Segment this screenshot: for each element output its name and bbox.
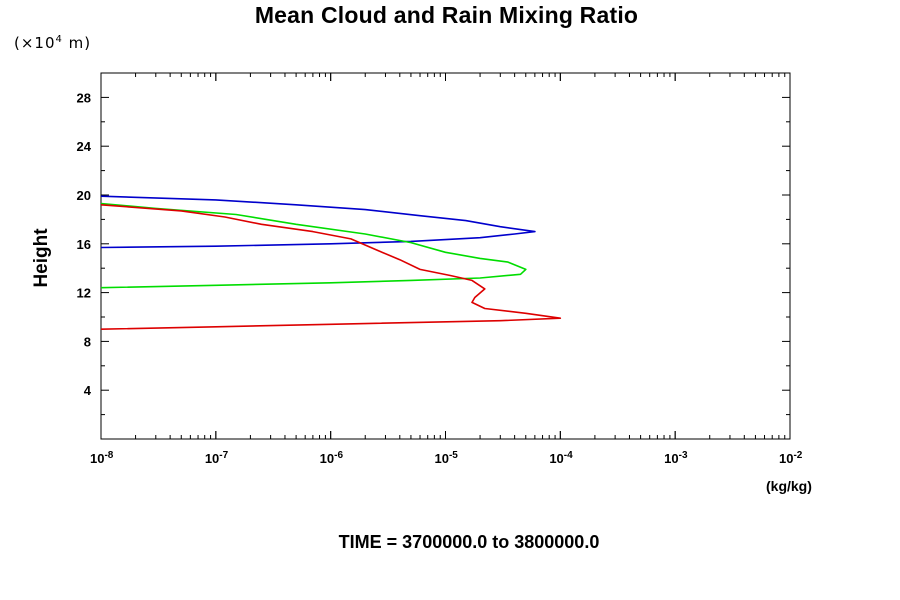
x-tick-label: 10-5 xyxy=(435,450,459,466)
y-tick-label: 12 xyxy=(77,286,91,301)
y-tick-label: 24 xyxy=(77,139,92,154)
y-axis-unit: (×104 m) xyxy=(14,34,91,52)
y-unit-suffix: m) xyxy=(62,34,92,52)
series-line-1 xyxy=(100,195,536,249)
data-series xyxy=(100,195,562,330)
axis-tick-labels: 10-8 10-7 10-6 10-5 10-4 10-3 10-2 4 8 12 16 20 24 28 xyxy=(77,90,803,466)
x-axis-unit: (kg/kg) xyxy=(766,478,812,494)
series-line-3 xyxy=(100,204,562,330)
y-tick-label: 8 xyxy=(84,334,91,349)
chart-title: Mean Cloud and Rain Mixing Ratio xyxy=(254,2,639,28)
axis-ticks xyxy=(100,73,791,439)
time-range-label: TIME = 3700000.0 to 3800000.0 xyxy=(338,532,600,552)
y-tick-label: 20 xyxy=(77,188,91,203)
y-tick-label: 4 xyxy=(84,383,92,398)
x-tick-label: 10-8 xyxy=(90,450,114,466)
x-tick-label: 10-3 xyxy=(664,450,688,466)
plot-frame xyxy=(100,72,791,440)
y-tick-label: 16 xyxy=(77,237,91,252)
y-unit-prefix: (×10 xyxy=(14,34,56,52)
x-tick-label: 10-7 xyxy=(205,450,229,466)
y-unit-exponent: 4 xyxy=(55,34,63,45)
x-tick-label: 10-4 xyxy=(549,450,573,466)
x-tick-label: 10-6 xyxy=(320,450,344,466)
series-line-2 xyxy=(100,202,527,289)
x-tick-label: 10-2 xyxy=(779,450,803,466)
y-tick-label: 28 xyxy=(77,90,91,105)
